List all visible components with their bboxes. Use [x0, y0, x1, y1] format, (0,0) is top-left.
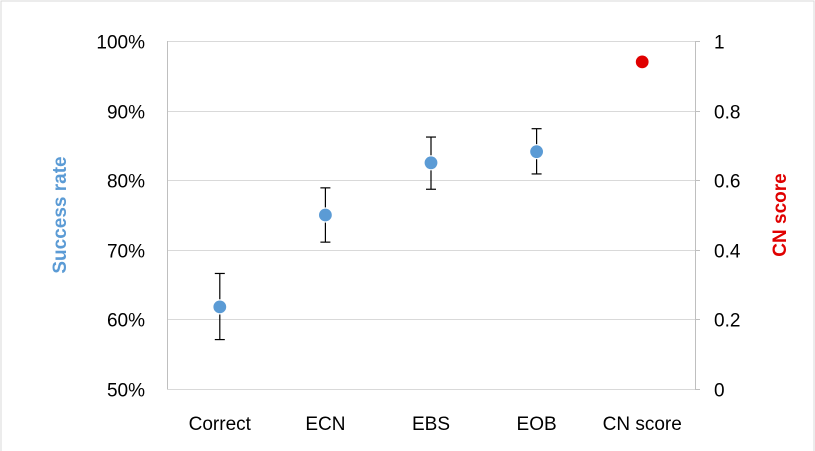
data-point-correct: [212, 299, 228, 315]
right-tick-label: 1: [714, 33, 725, 54]
right-tick-label: 0.4: [714, 242, 741, 263]
data-point-eob: [528, 144, 545, 160]
left-tick-label: 70%: [107, 242, 145, 263]
left-tick-label: 50%: [107, 381, 145, 402]
axes: [167, 41, 700, 390]
right-tick-label: 0.2: [714, 311, 740, 332]
data-point-ecn: [317, 207, 333, 223]
x-tick-label: EOB: [517, 414, 557, 435]
left-tick-label: 60%: [107, 311, 145, 332]
right-axis-tick-labels: 0 0.2 0.4 0.6 0.8 1: [714, 33, 741, 402]
right-tick-label: 0: [714, 381, 725, 402]
x-tick-label: ECN: [305, 414, 345, 435]
data-points: [212, 54, 650, 315]
left-axis-tick-labels: 50% 60% 70% 80% 90% 100%: [96, 33, 145, 402]
error-bars: [214, 56, 648, 341]
x-tick-label: Correct: [189, 414, 252, 435]
left-tick-label: 90%: [107, 103, 145, 124]
right-tick-label: 0.6: [714, 172, 740, 193]
data-point-cn-score: [634, 54, 650, 70]
left-axis-title: Success rate: [50, 156, 71, 273]
x-tick-label: EBS: [412, 414, 450, 435]
data-point-ebs: [423, 155, 439, 171]
right-tick-label: 0.8: [714, 103, 740, 124]
right-axis-title: CN score: [770, 173, 791, 256]
x-axis-tick-labels: Correct ECN EBS EOB CN score: [189, 414, 682, 435]
gridlines: [167, 41, 695, 390]
x-tick-label: CN score: [603, 414, 682, 435]
left-tick-label: 100%: [96, 33, 145, 54]
left-tick-label: 80%: [107, 172, 145, 193]
